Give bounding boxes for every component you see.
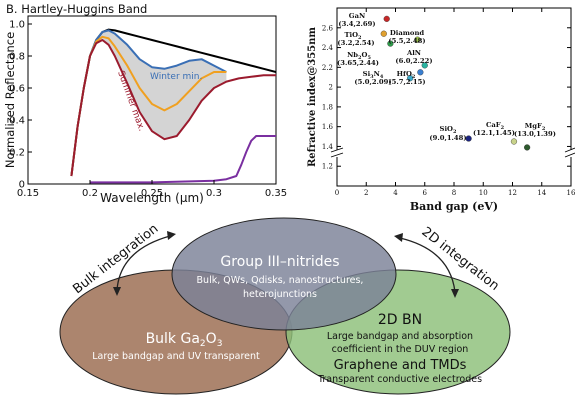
point-caf2 <box>510 138 518 145</box>
label-si3n4-value: (5.0,2.09) <box>354 78 391 86</box>
x-tick-label: 4 <box>393 189 398 197</box>
point-sio2 <box>465 135 472 142</box>
y-tick-label: 2.6 <box>322 24 334 32</box>
nitrides-line-2: heterojunctions <box>243 289 317 300</box>
bn-title: 2D BN <box>378 312 422 328</box>
label-si3n4: Si3N4 <box>363 70 384 80</box>
series-summer-line <box>70 39 276 177</box>
bulk-ga2o3-desc: Large bandgap and UV transparent <box>92 351 260 362</box>
nitrides-title: Group III–nitrides <box>220 254 339 270</box>
x-tick-label: 8 <box>452 189 456 197</box>
bulk-integration-arrow <box>116 235 171 291</box>
axis-break-right-mask <box>565 150 575 157</box>
x-axis-label: Wavelength (μm) <box>100 191 204 205</box>
y-tick-label: 0.8 <box>9 52 25 63</box>
y-tick-label: 0.6 <box>9 84 25 95</box>
point-tio2 <box>380 30 387 37</box>
point-mgf2 <box>524 144 531 151</box>
point-nb2o5 <box>387 40 394 47</box>
x-tick-label: 0.15 <box>17 188 39 199</box>
label-nb2o5-value: (3.65,2.44) <box>337 59 379 67</box>
label-mgf2-value: (13.0,1.39) <box>514 130 556 138</box>
point-aln <box>421 62 428 69</box>
label-sio2: SiO2 <box>440 125 457 135</box>
2d-integration-arrow <box>399 237 456 293</box>
y-tick-label: 1.0 <box>9 20 25 31</box>
bulk-ga2o3-title: Bulk Ga2O3 <box>146 331 223 349</box>
label-tio2: TiO2 <box>344 31 362 41</box>
x-tick-label: 12 <box>508 189 517 197</box>
y-tick-label: 1.6 <box>322 123 334 131</box>
axis-break-left <box>330 147 344 153</box>
x-tick-label: 0.35 <box>265 188 287 199</box>
label-caf2: CaF2 <box>486 121 505 131</box>
x-tick-label: 0 <box>335 189 339 197</box>
bulk-arrowhead-bottom <box>113 287 121 296</box>
plot-frame-2 <box>336 7 572 187</box>
x-tick-label: 0.3 <box>206 188 222 199</box>
label-aln-value: (6.0,2.22) <box>395 57 432 65</box>
label-caf2-value: (12.1,1.45) <box>473 129 515 137</box>
winter-min-label: Winter min. <box>150 72 202 82</box>
y-tick-label: 0.2 <box>9 148 25 159</box>
label-hfo2: HfO2 <box>397 70 416 80</box>
series-purple-line <box>90 135 276 184</box>
bn-line-2: coefficient in the DUV region <box>332 344 469 355</box>
axis-break-left-2 <box>330 152 344 158</box>
y-tick-label: 2 <box>329 84 333 92</box>
chart-title: B. Hartley-Huggins Band <box>6 2 147 16</box>
label-tio2-value: (3.2,2.54) <box>337 39 374 47</box>
x-tick-label: 0.2 <box>82 188 98 199</box>
label-sio2-value: (9.0,1.48) <box>429 134 466 142</box>
y-tick-label: 1.2 <box>322 163 333 171</box>
shaded-band <box>71 30 227 177</box>
x-tick-label: 6 <box>423 189 428 197</box>
axis-break-right-2 <box>564 152 575 158</box>
label-nb2o5: Nb2O5 <box>347 51 371 61</box>
label-aln: AlN <box>406 49 421 57</box>
y-tick-label: 1.4 <box>322 143 334 151</box>
label-diamond-value: (5.5,2.48) <box>388 37 425 45</box>
graphene-line: Transparent conductive electrodes <box>317 374 482 385</box>
y-axis-label-2: Refractive index@355nm <box>307 27 318 167</box>
label-hfo2-value: (5.7,2.15) <box>388 78 425 86</box>
graphene-title: Graphene and TMDs <box>334 358 467 373</box>
y-axis-label: Normalized Reflectance <box>3 32 17 168</box>
x-axis-label-2: Band gap (eV) <box>410 200 498 213</box>
x-tick-label: 14 <box>537 189 546 197</box>
axis-break-right <box>564 147 575 153</box>
axis-break-left-mask <box>331 150 343 157</box>
2d-arrowhead-top <box>394 233 403 242</box>
x-tick-label: 2 <box>364 189 368 197</box>
bn-line-1: Large bandgap and absorption <box>327 331 473 342</box>
x-tick-label: 0.25 <box>141 188 163 199</box>
label-gan: GaN <box>349 12 365 20</box>
point-hfo2 <box>417 69 424 76</box>
y-tick-label: 0 <box>19 180 25 191</box>
label-gan-value: (3.4,2.69) <box>338 20 375 28</box>
reflectance-chart: B. Hartley-Huggins Band 0.15 0.2 0.25 0.3 0.… <box>3 2 287 205</box>
y-tick-label: 1.8 <box>322 103 333 111</box>
label-mgf2: MgF2 <box>525 122 546 132</box>
group-iii-nitrides-circle <box>171 217 397 331</box>
y-tick-label: 0.4 <box>9 116 25 127</box>
refractive-index-chart: 0 2 4 6 8 10 12 14 16 1.2 1.4 1.6 1.8 2 2.2 2.4 2.6 Ban… <box>307 7 575 213</box>
point-diamond <box>414 36 421 43</box>
y-tick-label: 2.2 <box>322 64 333 72</box>
2d-arrowhead-bottom <box>451 289 459 298</box>
label-diamond: Diamond <box>390 29 425 37</box>
bulk-arrowhead-top <box>167 231 176 240</box>
point-si3n4 <box>407 75 414 82</box>
venn-diagram: Group III–nitrides Bulk, QWs, Qdisks, na… <box>59 217 511 395</box>
nitrides-line-1: Bulk, QWs, Qdisks, nanostructures, <box>197 275 364 286</box>
x-tick-label: 10 <box>479 189 488 197</box>
y-tick-label: 2.4 <box>322 44 334 52</box>
point-gan <box>383 15 390 22</box>
x-tick-label: 16 <box>567 189 575 197</box>
